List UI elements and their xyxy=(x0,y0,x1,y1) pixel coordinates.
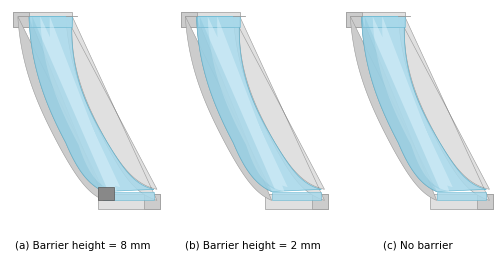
Polygon shape xyxy=(234,16,324,200)
Text: (b) Barrier height = 2 mm: (b) Barrier height = 2 mm xyxy=(184,241,320,251)
Polygon shape xyxy=(346,12,405,27)
Polygon shape xyxy=(476,194,492,209)
Polygon shape xyxy=(208,16,288,192)
Polygon shape xyxy=(196,16,275,192)
Polygon shape xyxy=(104,192,154,200)
Polygon shape xyxy=(13,12,72,27)
Polygon shape xyxy=(436,192,486,200)
Polygon shape xyxy=(98,187,114,200)
Polygon shape xyxy=(144,194,160,209)
Polygon shape xyxy=(40,16,120,192)
Polygon shape xyxy=(312,194,328,209)
Polygon shape xyxy=(430,194,492,209)
Polygon shape xyxy=(362,16,440,192)
Polygon shape xyxy=(196,16,322,192)
Polygon shape xyxy=(66,16,157,200)
Polygon shape xyxy=(346,12,362,27)
Polygon shape xyxy=(18,16,104,200)
Text: (c) No barrier: (c) No barrier xyxy=(382,241,452,251)
Polygon shape xyxy=(29,16,72,27)
Polygon shape xyxy=(29,16,108,192)
Polygon shape xyxy=(186,16,272,200)
Polygon shape xyxy=(362,16,405,27)
Polygon shape xyxy=(180,12,196,27)
Polygon shape xyxy=(372,16,452,192)
Polygon shape xyxy=(272,192,322,200)
Polygon shape xyxy=(180,12,240,27)
Polygon shape xyxy=(266,194,328,209)
Polygon shape xyxy=(13,12,29,27)
Polygon shape xyxy=(29,16,154,192)
Text: (a) Barrier height = 8 mm: (a) Barrier height = 8 mm xyxy=(15,241,150,251)
Polygon shape xyxy=(196,16,240,27)
Polygon shape xyxy=(350,16,436,200)
Polygon shape xyxy=(362,16,486,192)
Polygon shape xyxy=(398,16,490,200)
Polygon shape xyxy=(98,194,160,209)
